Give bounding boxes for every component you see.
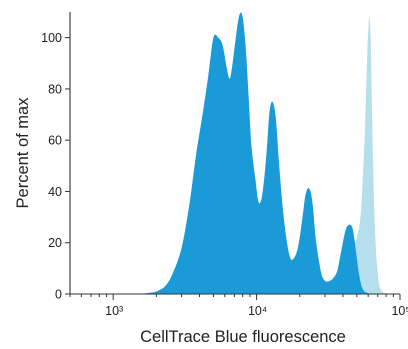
histogram-areas — [138, 12, 394, 295]
y-axis-title: Percent of max — [14, 97, 32, 209]
y-tick-label: 60 — [48, 134, 62, 148]
y-tick-label: 20 — [48, 236, 62, 250]
x-tick-label: 10⁴ — [248, 304, 267, 318]
axes: 10³ 10⁴ 10⁵ 0 20 40 60 80 100 — [41, 12, 408, 318]
x-tick-label: 10³ — [105, 304, 123, 318]
y-tick-label: 40 — [48, 185, 62, 199]
x-axis-title: CellTrace Blue fluorescence — [140, 328, 346, 346]
y-tick-label: 100 — [41, 31, 62, 45]
histogram-area-stained — [138, 12, 382, 295]
x-axis-ticks: 10³ 10⁴ 10⁵ — [69, 294, 408, 318]
y-axis-ticks: 0 20 40 60 80 100 — [41, 31, 70, 302]
y-tick-label: 80 — [48, 82, 62, 96]
histogram-area-undivided — [277, 17, 394, 295]
y-tick-label: 0 — [55, 288, 62, 302]
x-tick-label: 10⁵ — [391, 304, 408, 318]
